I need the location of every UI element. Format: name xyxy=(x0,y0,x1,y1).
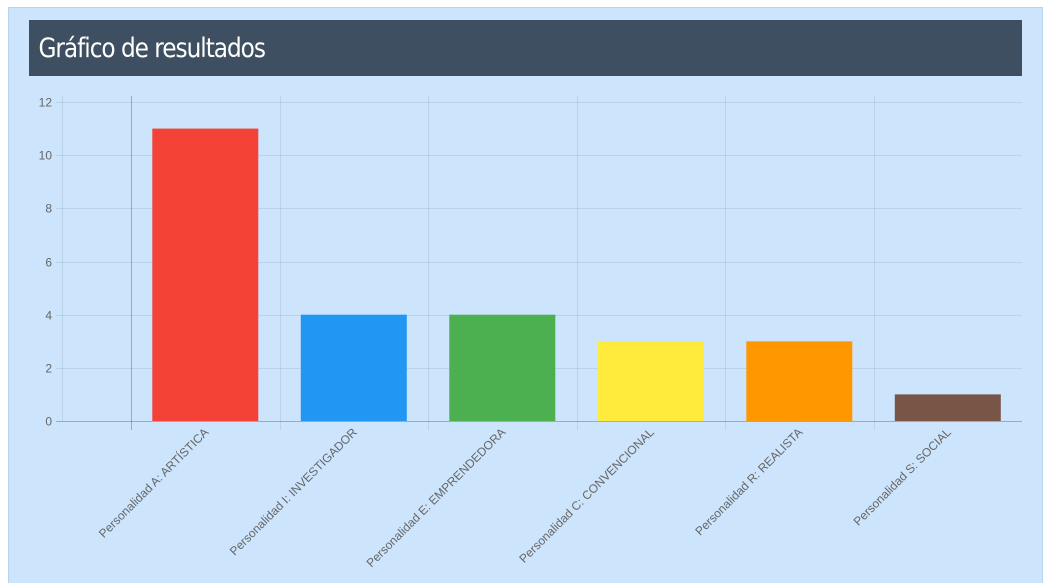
y-tick-label: 8 xyxy=(45,202,52,216)
y-tick-label: 12 xyxy=(39,96,53,110)
y-axis-ticks: 0 2 4 6 8 10 12 xyxy=(39,96,53,429)
bar xyxy=(597,341,704,422)
page-title: Gráfico de resultados xyxy=(38,33,265,64)
x-tick-label: Personalidad E: EMPRENDEDORA xyxy=(364,425,509,570)
x-tick-label: Personalidad I: INVESTIGADOR xyxy=(227,425,360,558)
y-tick-label: 10 xyxy=(39,149,53,163)
x-axis-ticks: Personalidad A: ARTÍSTICA Personalidad I:… xyxy=(95,425,954,570)
y-tick-label: 4 xyxy=(45,309,52,323)
y-tick-label: 0 xyxy=(45,415,52,429)
x-tick-label: Personalidad S: SOCIAL xyxy=(851,425,955,529)
y-tick-label: 2 xyxy=(45,362,52,376)
x-tick-label: Personalidad A: ARTÍSTICA xyxy=(95,425,211,541)
chart-bars xyxy=(152,128,1001,422)
x-tick-label: Personalidad R: REALISTA xyxy=(692,425,805,538)
bar xyxy=(894,394,1001,421)
bar xyxy=(152,128,259,421)
bar xyxy=(746,341,853,422)
bar xyxy=(449,314,556,421)
y-tick-label: 6 xyxy=(45,256,52,270)
x-tick-label: Personalidad C: CONVENCIONAL xyxy=(516,425,657,566)
results-header: Gráfico de resultados xyxy=(29,20,1022,76)
bar xyxy=(300,314,407,421)
